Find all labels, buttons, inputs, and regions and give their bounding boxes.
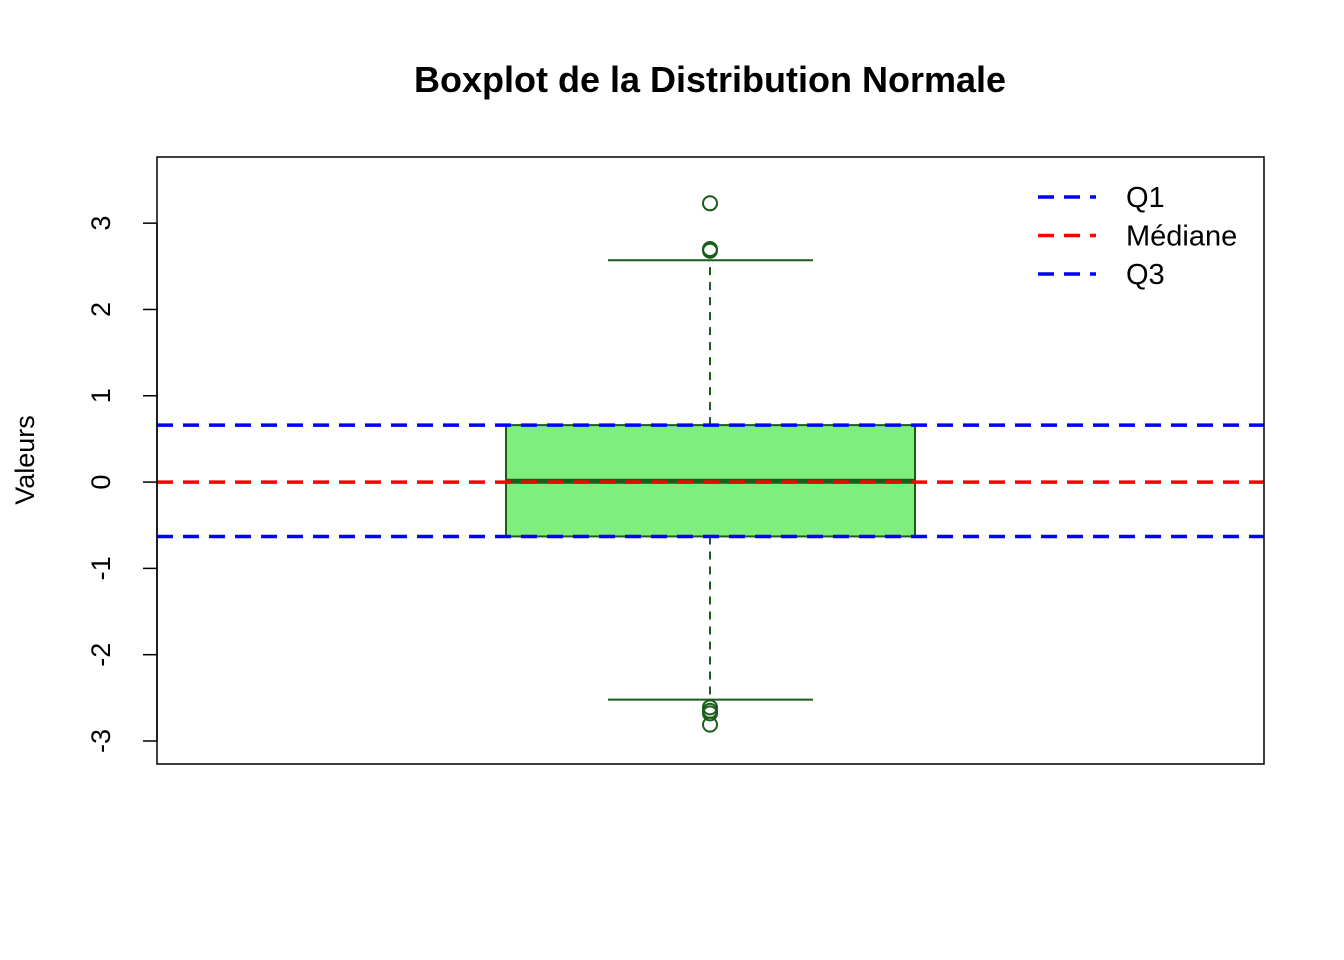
y-tick-label-2: -1 — [86, 556, 116, 580]
y-tick-label-4: 1 — [86, 388, 116, 403]
y-tick-label-6: 3 — [86, 216, 116, 231]
plot-area — [157, 195, 1264, 733]
y-axis: -3 -2 -1 0 1 2 3 — [86, 216, 158, 753]
y-tick-label-3: 0 — [86, 475, 116, 490]
legend-label-1: Médiane — [1126, 221, 1237, 253]
legend: Q1 Médiane Q3 — [1038, 182, 1237, 291]
outlier-point-0 — [702, 195, 718, 212]
legend-label-0: Q1 — [1126, 182, 1165, 214]
y-tick-label-5: 2 — [86, 302, 116, 317]
outlier-point-2 — [702, 242, 718, 259]
y-tick-label-0: -3 — [86, 729, 116, 753]
chart-title: Boxplot de la Distribution Normale — [414, 59, 1006, 100]
legend-label-2: Q3 — [1126, 259, 1165, 291]
outlier-point-6 — [702, 716, 718, 733]
outlier-point-5 — [702, 705, 718, 722]
y-tick-label-1: -2 — [86, 643, 116, 667]
y-axis-label: Valeurs — [10, 415, 40, 505]
